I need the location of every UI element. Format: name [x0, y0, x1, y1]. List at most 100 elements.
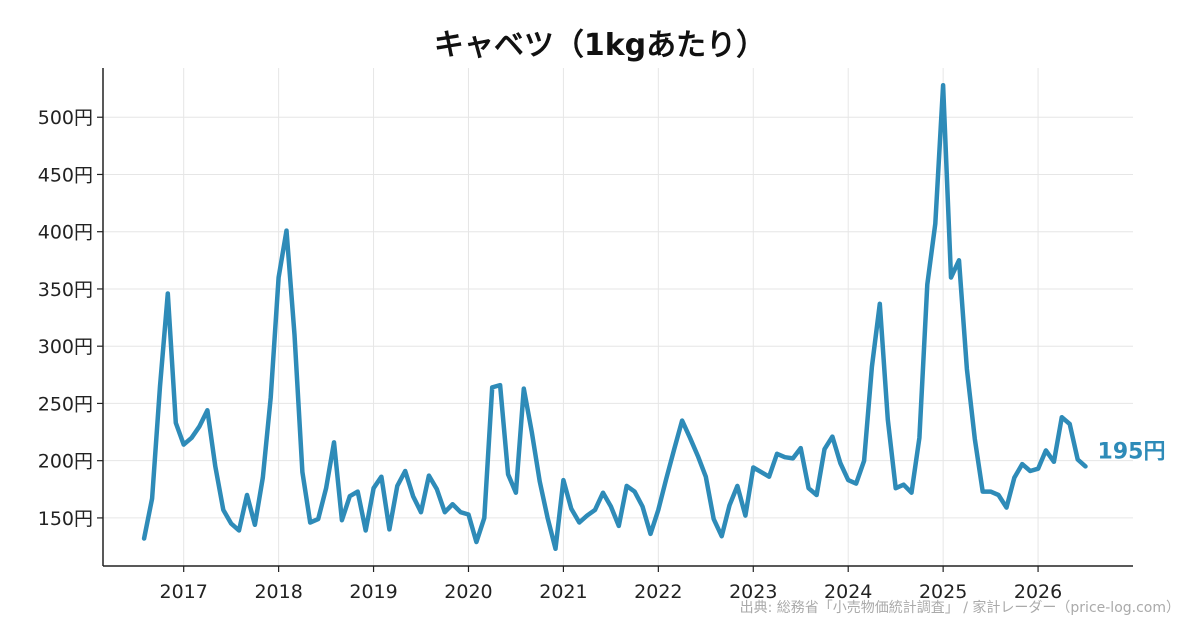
data-point	[672, 447, 676, 451]
data-point	[237, 529, 241, 533]
data-point	[1052, 460, 1056, 464]
data-point	[917, 436, 921, 440]
y-tick-label: 500円	[38, 107, 93, 129]
data-point	[293, 333, 297, 337]
data-point	[1060, 415, 1064, 419]
y-tick-label: 150円	[38, 508, 93, 530]
data-point	[728, 503, 732, 507]
data-point	[1005, 506, 1009, 510]
data-point	[190, 436, 194, 440]
data-point	[609, 505, 613, 509]
data-point	[419, 510, 423, 514]
data-point	[696, 454, 700, 458]
data-point	[751, 466, 755, 470]
data-point	[364, 529, 368, 533]
data-point	[395, 484, 399, 488]
data-point	[411, 494, 415, 498]
x-tick-label: 2017	[160, 581, 208, 603]
data-point	[530, 430, 534, 434]
data-point	[554, 547, 558, 551]
x-tick-label: 2019	[349, 581, 397, 603]
data-point	[253, 523, 257, 527]
price-series-line	[141, 82, 1088, 552]
chart-title: キャベツ（1kgあたり）	[433, 28, 767, 63]
data-point	[933, 222, 937, 226]
data-point	[854, 482, 858, 486]
data-point	[356, 490, 360, 494]
data-point	[451, 502, 455, 506]
x-tick-label: 2020	[444, 581, 492, 603]
x-tick-label: 2024	[824, 581, 872, 603]
x-tick-label: 2022	[634, 581, 682, 603]
data-point	[245, 493, 249, 497]
data-point	[142, 537, 146, 541]
x-tick-label: 2025	[919, 581, 967, 603]
data-point	[941, 83, 945, 87]
data-point	[910, 491, 914, 495]
data-point	[886, 418, 890, 422]
data-point	[965, 367, 969, 371]
data-point	[1068, 422, 1072, 426]
series-layer	[141, 82, 1088, 552]
data-point	[372, 486, 376, 490]
data-point	[1036, 467, 1040, 471]
data-point	[712, 517, 716, 521]
x-tick-label: 2026	[1014, 581, 1062, 603]
data-point	[656, 508, 660, 512]
data-point	[799, 446, 803, 450]
y-tick-label: 200円	[38, 451, 93, 473]
data-point	[166, 292, 170, 296]
data-point	[198, 424, 202, 428]
data-point	[894, 486, 898, 490]
data-point	[546, 516, 550, 520]
data-point	[783, 455, 787, 459]
data-point	[506, 472, 510, 476]
data-point	[522, 387, 526, 391]
data-point	[514, 491, 518, 495]
data-point	[561, 478, 565, 482]
y-tick-label: 350円	[38, 279, 93, 301]
data-point	[1020, 462, 1024, 466]
data-point	[158, 384, 162, 388]
data-point	[617, 524, 621, 528]
data-point	[775, 452, 779, 456]
data-point	[973, 437, 977, 441]
data-point	[1084, 464, 1088, 468]
data-point	[182, 443, 186, 447]
data-point	[791, 456, 795, 460]
data-point	[285, 229, 289, 233]
data-point	[704, 475, 708, 479]
data-point	[957, 258, 961, 262]
data-point	[1028, 469, 1032, 473]
data-point	[949, 276, 953, 280]
data-point	[743, 514, 747, 518]
data-point	[379, 475, 383, 479]
data-point	[680, 419, 684, 423]
data-point	[997, 493, 1001, 497]
data-point	[332, 440, 336, 444]
data-point	[538, 479, 542, 483]
x-tick-label: 2018	[254, 581, 302, 603]
data-point	[205, 408, 209, 412]
y-tick-label: 400円	[38, 222, 93, 244]
data-point	[823, 447, 827, 451]
data-point	[720, 534, 724, 538]
data-point	[925, 282, 929, 286]
data-point	[467, 513, 471, 517]
data-point	[474, 540, 478, 544]
data-point	[498, 383, 502, 387]
y-tick-label: 300円	[38, 336, 93, 358]
data-point	[277, 276, 281, 280]
source-note: 出典: 総務省「小売物価統計調査」 / 家計レーダー（price-log.com…	[739, 600, 1180, 616]
x-tick-label: 2021	[539, 581, 587, 603]
data-point	[1076, 458, 1080, 462]
last-value-label: 195円	[1098, 439, 1166, 464]
data-point	[807, 486, 811, 490]
grid-layer	[103, 68, 1133, 566]
data-point	[174, 421, 178, 425]
data-point	[649, 532, 653, 536]
data-point	[316, 517, 320, 521]
data-point	[340, 518, 344, 522]
